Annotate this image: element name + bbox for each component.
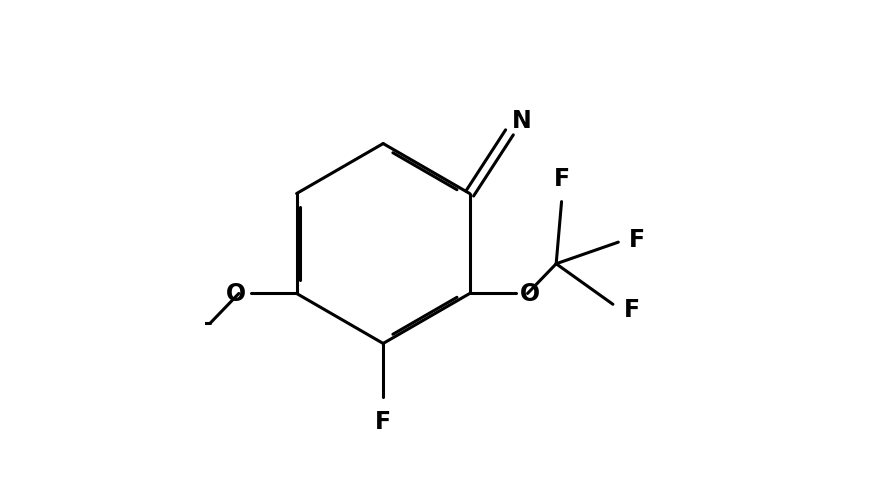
Text: F: F [554,166,570,190]
Text: N: N [512,109,531,133]
Text: O: O [520,282,540,306]
Text: O: O [227,282,246,306]
Text: F: F [629,228,645,252]
Text: F: F [375,409,392,433]
Text: F: F [624,297,640,321]
